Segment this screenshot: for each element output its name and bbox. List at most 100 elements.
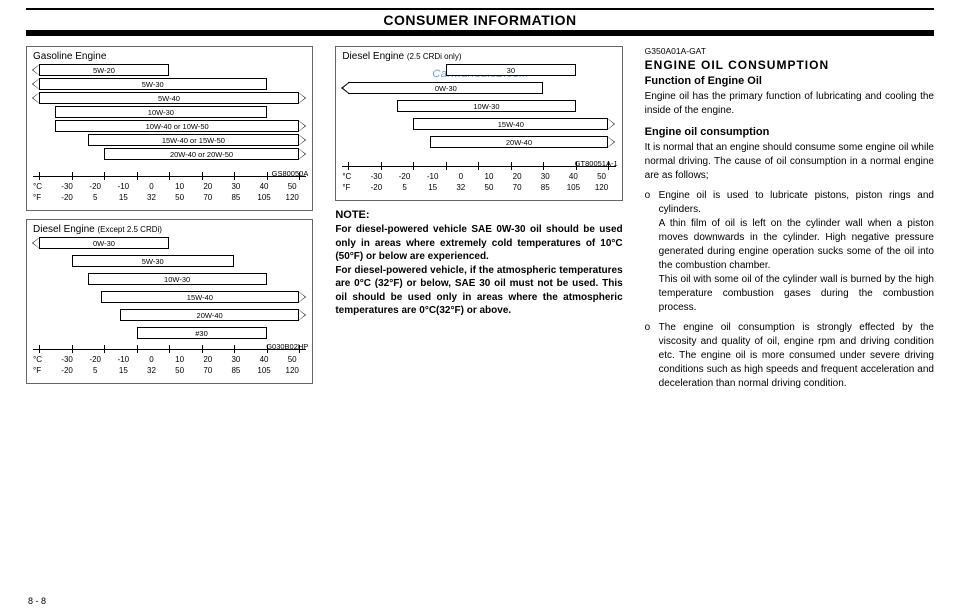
axis-tick-label: 50	[278, 355, 306, 364]
axis-tick-label: 15	[419, 183, 447, 192]
chart-area: CarManuals2.com300W-3010W-3015W-4020W-40	[342, 64, 615, 164]
oil-grade-bar: 5W-30	[72, 255, 235, 267]
axis-tick-label: -30	[53, 182, 81, 191]
axis-tick-label: 30	[222, 182, 250, 191]
axis-tick-label: 0	[137, 182, 165, 191]
oil-grade-bar: 20W-40	[430, 136, 609, 148]
axis-tick-label: 50	[475, 183, 503, 192]
bullet-item: o The engine oil consumption is strongly…	[645, 321, 934, 391]
bullet-list: o Engine oil is used to lubricate piston…	[645, 189, 934, 391]
chart-title: Gasoline Engine	[33, 51, 306, 62]
subheading-consumption: Engine oil consumption	[645, 126, 934, 138]
axis-unit: °F	[33, 193, 53, 202]
axis-tick-label: 0	[447, 172, 475, 181]
axis-tick-label: 85	[222, 193, 250, 202]
axis-tick-label: -30	[362, 172, 390, 181]
column-right: G350A01A-GAT ENGINE OIL CONSUMPTION Func…	[645, 46, 934, 397]
oil-grade-bar: #30	[137, 327, 267, 339]
axis-tick-label: 15	[109, 366, 137, 375]
axis-tick-label: -10	[109, 355, 137, 364]
axis-tick-label: 70	[194, 366, 222, 375]
oil-grade-bar: 20W-40 or 20W-50	[104, 148, 299, 160]
page-header: CONSUMER INFORMATION	[26, 8, 934, 36]
oil-grade-bar: 0W-30	[348, 82, 543, 94]
bullet-item: o Engine oil is used to lubricate piston…	[645, 189, 934, 315]
oil-grade-bar: 10W-30	[88, 273, 267, 285]
axis-tick-label: -20	[390, 172, 418, 181]
axis-tick-label: 20	[503, 172, 531, 181]
axis-tick-label: 10	[475, 172, 503, 181]
axis-tick-label: 20	[194, 355, 222, 364]
axis-tick-label: 50	[587, 172, 615, 181]
doc-code: G350A01A-GAT	[645, 46, 934, 56]
subheading-function: Function of Engine Oil	[645, 75, 934, 87]
chart-axis: °C-30-20-1001020304050°F-205153250708510…	[33, 349, 306, 379]
axis-tick-label: -20	[362, 183, 390, 192]
axis-unit: °F	[33, 366, 53, 375]
note-heading: NOTE:	[335, 209, 622, 221]
axis-tick-label: -20	[81, 355, 109, 364]
oil-grade-bar: 5W-30	[39, 78, 267, 90]
chart-axis: °C-30-20-1001020304050°F-205153250708510…	[33, 176, 306, 206]
axis-tick-label: 5	[81, 366, 109, 375]
axis-tick-label: -20	[53, 366, 81, 375]
axis-tick-label: 85	[531, 183, 559, 192]
oil-grade-bar: 5W-40	[39, 92, 299, 104]
axis-tick-label: 40	[559, 172, 587, 181]
axis-tick-label: -30	[53, 355, 81, 364]
axis-unit: °C	[342, 172, 362, 181]
axis-tick-label: 5	[81, 193, 109, 202]
axis-tick-label: 120	[278, 366, 306, 375]
chart-subtitle: (Except 2.5 CRDi)	[97, 225, 161, 234]
para-consumption: It is normal that an engine should consu…	[645, 141, 934, 183]
axis-tick-label: -20	[53, 193, 81, 202]
axis-tick-label: 70	[194, 193, 222, 202]
column-left: Gasoline Engine 5W-20 5W-30 5W-40 10W-30 10W…	[26, 46, 313, 397]
column-middle: Diesel Engine (2.5 CRDi only)CarManuals2…	[335, 46, 622, 397]
axis-tick-label: -10	[109, 182, 137, 191]
para-function: Engine oil has the primary function of l…	[645, 90, 934, 118]
axis-tick-label: 120	[587, 183, 615, 192]
axis-tick-label: 105	[250, 193, 278, 202]
axis-tick-label: 32	[137, 193, 165, 202]
axis-tick-label: 5	[390, 183, 418, 192]
axis-tick-label: 50	[166, 193, 194, 202]
axis-tick-label: 50	[166, 366, 194, 375]
oil-grade-bar: 20W-40	[120, 309, 299, 321]
axis-tick-label: 0	[137, 355, 165, 364]
bullet-text: The engine oil consumption is strongly e…	[659, 321, 934, 391]
axis-tick-label: 32	[447, 183, 475, 192]
chart-subtitle: (2.5 CRDi only)	[407, 52, 462, 61]
bullet-marker: o	[645, 321, 659, 391]
bullet-marker: o	[645, 189, 659, 315]
oil-grade-bar: 10W-30	[55, 106, 266, 118]
axis-tick-label: 10	[166, 355, 194, 364]
oil-grade-bar: 0W-30	[39, 237, 169, 249]
bullet-text: Engine oil is used to lubricate pistons,…	[659, 189, 934, 315]
oil-grade-bar: 5W-20	[39, 64, 169, 76]
axis-unit: °C	[33, 182, 53, 191]
axis-unit: °C	[33, 355, 53, 364]
chart-diesel-except: Diesel Engine (Except 2.5 CRDi) 0W-30 5W-3…	[26, 219, 313, 384]
axis-tick-label: 105	[559, 183, 587, 192]
section-title: ENGINE OIL CONSUMPTION	[645, 58, 934, 72]
oil-grade-bar: 10W-40 or 10W-50	[55, 120, 299, 132]
chart-area: 0W-30 5W-30 10W-30 15W-40 20W-40 #30	[33, 237, 306, 347]
axis-tick-label: 85	[222, 366, 250, 375]
axis-tick-label: -10	[419, 172, 447, 181]
chart-area: 5W-205W-305W-4010W-3010W-40 or 10W-5015W…	[33, 64, 306, 174]
chart-title: Diesel Engine (Except 2.5 CRDi)	[33, 224, 306, 235]
oil-grade-bar: 10W-30	[397, 100, 576, 112]
axis-tick-label: 30	[222, 355, 250, 364]
oil-grade-bar: 15W-40	[413, 118, 608, 130]
axis-tick-label: 120	[278, 193, 306, 202]
axis-tick-label: 40	[250, 182, 278, 191]
axis-tick-label: 70	[503, 183, 531, 192]
note-body: For diesel-powered vehicle SAE 0W-30 oil…	[335, 223, 622, 318]
axis-tick-label: 10	[166, 182, 194, 191]
oil-grade-bar: 15W-40	[101, 291, 299, 303]
chart-diesel-only: Diesel Engine (2.5 CRDi only)CarManuals2…	[335, 46, 622, 201]
axis-tick-label: -20	[81, 182, 109, 191]
axis-tick-label: 40	[250, 355, 278, 364]
axis-tick-label: 32	[137, 366, 165, 375]
